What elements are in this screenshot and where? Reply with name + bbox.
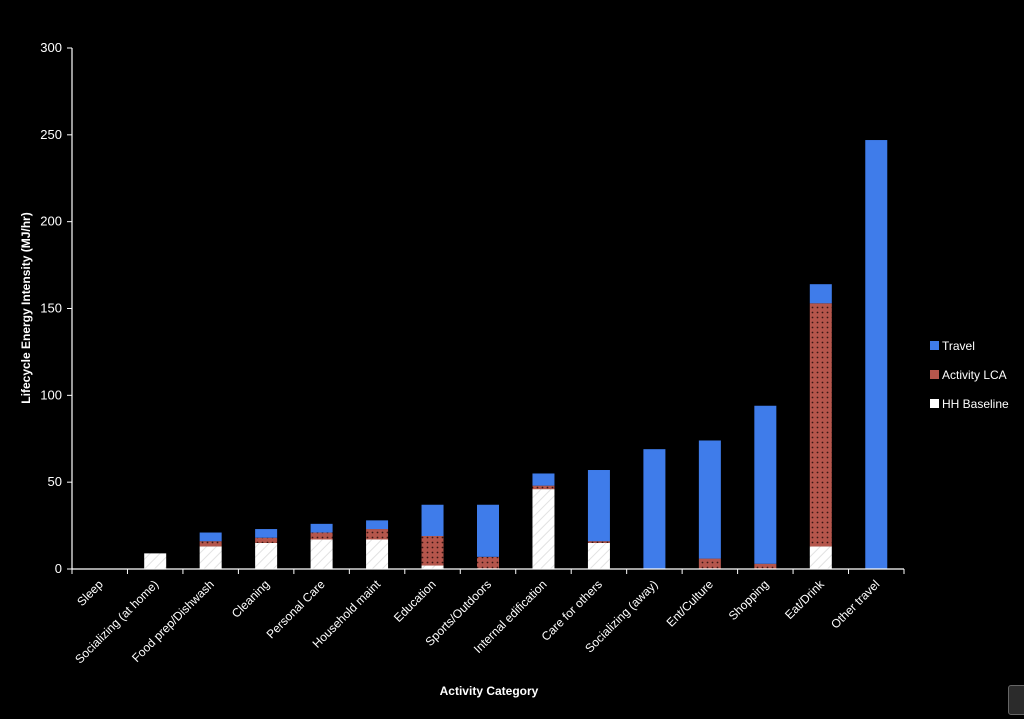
y-tick-label: 250 [40, 127, 62, 142]
y-tick-label: 100 [40, 387, 62, 402]
bar-activity-lca-food-prep-dishwash [199, 541, 222, 547]
y-tick-label: 50 [48, 474, 62, 489]
legend-label-travel: Travel [942, 339, 975, 353]
bar-activity-lca-personal-care [310, 532, 333, 540]
bar-activity-lca-eat-drink [809, 303, 832, 547]
bar-activity-lca-shopping [754, 563, 777, 569]
x-tick-label: Ent/Culture [664, 577, 717, 630]
x-tick-label: Sleep [74, 577, 106, 609]
bar-activity-lca-internal-edification [532, 485, 555, 490]
y-tick-label: 0 [55, 561, 62, 576]
bar-hh-baseline-socializing-at-home [144, 553, 167, 569]
bar-activity-lca-ent-culture [698, 558, 721, 569]
legend-label-hh-baseline: HH Baseline [942, 397, 1009, 411]
bar-activity-lca-household-maint [366, 529, 389, 540]
y-tick-label: 200 [40, 214, 62, 229]
bar-travel-food-prep-dishwash [199, 532, 222, 542]
bar-travel-education [421, 504, 444, 537]
bar-activity-lca-sports-outdoors [477, 556, 499, 569]
bar-hh-baseline-personal-care [310, 539, 333, 569]
legend: Travel Activity LCA HH Baseline [930, 339, 1009, 411]
bar-travel-household-maint [366, 520, 389, 530]
bar-activity-lca-care-for-others [587, 541, 610, 543]
bar-travel-care-for-others [587, 470, 610, 542]
legend-swatch-travel [930, 341, 939, 350]
x-tick-label: Other travel [828, 577, 882, 631]
y-axis-title: Lifecycle Energy Intensity (MJ/hr) [19, 212, 33, 403]
corner-control-button[interactable] [1008, 685, 1024, 715]
x-tick-label: Shopping [726, 577, 772, 623]
bar-hh-baseline-household-maint [366, 539, 389, 569]
bar-hh-baseline-eat-drink [809, 546, 832, 569]
y-tick-label: 150 [40, 301, 62, 316]
y-tick-label: 300 [40, 40, 62, 55]
bar-hh-baseline-education [421, 565, 444, 569]
bars [144, 140, 888, 569]
bar-travel-shopping [754, 405, 777, 564]
legend-swatch-activity-lca [930, 370, 939, 379]
bar-travel-personal-care [310, 523, 333, 533]
bar-hh-baseline-food-prep-dishwash [199, 546, 222, 569]
bar-travel-sports-outdoors [477, 504, 499, 557]
bar-hh-baseline-internal-edification [532, 489, 555, 569]
bar-activity-lca-education [421, 536, 444, 566]
bar-travel-socializing-away [643, 449, 666, 569]
bar-travel-ent-culture [698, 440, 721, 559]
bar-travel-other-travel [865, 140, 888, 569]
bar-travel-internal-edification [532, 473, 555, 486]
x-tick-label: Education [391, 577, 439, 625]
bar-travel-cleaning [255, 529, 278, 538]
bar-activity-lca-cleaning [255, 537, 278, 543]
bar-hh-baseline-care-for-others [587, 542, 610, 569]
bar-travel-eat-drink [809, 284, 832, 304]
legend-swatch-hh-baseline [930, 399, 939, 408]
y-axis-ticks: 0 50 100 150 200 250 300 [40, 40, 72, 576]
x-axis-title: Activity Category [440, 684, 539, 698]
bar-hh-baseline-cleaning [255, 542, 278, 569]
x-tick-label: Eat/Drink [782, 577, 828, 623]
x-tick-label: Cleaning [229, 577, 272, 620]
legend-label-activity-lca: Activity LCA [942, 368, 1007, 382]
